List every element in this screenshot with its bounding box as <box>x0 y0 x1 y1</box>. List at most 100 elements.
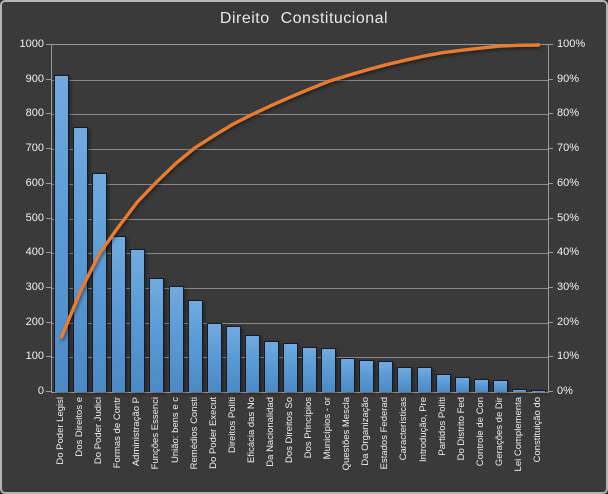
bar[interactable] <box>92 173 108 392</box>
category-label: Administração P <box>131 397 143 467</box>
category-label: Controle de Con <box>474 397 486 467</box>
gridline <box>52 114 548 116</box>
left-axis-tick <box>46 217 51 219</box>
right-axis-tick <box>548 182 553 184</box>
category-label: Introdução, Pre <box>417 397 429 462</box>
left-axis-tick-label: 1000 <box>19 38 44 50</box>
category-label: Da Organização <box>360 397 372 466</box>
bar[interactable] <box>454 377 470 392</box>
bar[interactable] <box>416 367 432 392</box>
bar[interactable] <box>378 360 394 392</box>
category-label: Estados Federad <box>379 397 391 470</box>
left-axis-tick <box>46 78 51 80</box>
right-axis-tick-label: 20% <box>557 315 580 328</box>
plot-area <box>51 43 549 393</box>
bar[interactable] <box>149 277 165 392</box>
bar[interactable] <box>340 358 356 392</box>
right-axis-tick <box>548 356 553 358</box>
category-label: Formas de Contr <box>112 397 124 469</box>
bar[interactable] <box>111 235 127 392</box>
gridline <box>52 79 548 81</box>
category-label: Eficácia das No <box>245 397 257 464</box>
category-label: Do Poder Execut <box>207 397 219 469</box>
left-axis-tick <box>46 252 51 254</box>
left-axis-tick-label: 500 <box>25 211 44 224</box>
right-axis-tick <box>548 44 553 45</box>
gridline <box>52 322 548 324</box>
left-axis-tick <box>46 286 51 288</box>
right-axis-tick-label: 30% <box>557 280 580 293</box>
category-label: Questões Mescla <box>341 397 353 471</box>
left-axis-tick-label: 0 <box>37 385 44 397</box>
bar[interactable] <box>244 335 260 392</box>
left-axis-tick-label: 700 <box>25 142 44 155</box>
right-axis-tick-label: 100% <box>557 38 586 50</box>
category-label: União: bens e c <box>169 397 181 464</box>
bar[interactable] <box>225 326 241 392</box>
gridline <box>52 183 548 185</box>
bar[interactable] <box>359 359 375 392</box>
category-label: Funções Essenci <box>150 397 162 470</box>
category-label: Dos Direitos So <box>283 397 295 463</box>
right-axis-tick <box>548 78 553 80</box>
category-label: Remédios Consti <box>188 397 200 470</box>
category-label: Municípios - or <box>322 397 334 460</box>
bar[interactable] <box>321 347 337 392</box>
bar[interactable] <box>492 379 508 392</box>
right-axis-tick-label: 60% <box>557 176 580 189</box>
left-axis-tick <box>46 356 51 358</box>
left-axis-tick-label: 300 <box>25 280 44 293</box>
bar[interactable] <box>282 342 298 392</box>
category-label: Gerações de Dir <box>493 397 505 467</box>
category-label: Direitos Políti <box>226 397 238 453</box>
right-axis-tick-label: 70% <box>557 142 580 155</box>
bar[interactable] <box>263 341 279 392</box>
right-axis-tick <box>548 148 553 150</box>
left-axis-tick-label: 600 <box>25 176 44 189</box>
right-axis-tick <box>548 252 553 254</box>
bar[interactable] <box>435 373 451 392</box>
chart-title: Direito Constitucional <box>219 10 389 27</box>
right-axis-tick <box>548 286 553 288</box>
right-axis-tick-label: 90% <box>557 72 580 85</box>
bar[interactable] <box>130 248 146 392</box>
right-axis-tick-label: 10% <box>557 350 580 363</box>
bar[interactable] <box>530 389 546 392</box>
cumulative-line-series[interactable] <box>46 39 554 398</box>
bar[interactable] <box>168 285 184 392</box>
bar[interactable] <box>54 74 70 392</box>
left-axis-tick <box>46 182 51 184</box>
bar[interactable] <box>206 322 222 392</box>
right-axis-tick <box>548 321 553 323</box>
left-axis-tick-label: 200 <box>25 315 44 328</box>
left-axis-tick-label: 100 <box>25 350 44 363</box>
left-axis-tick-label: 900 <box>25 72 44 85</box>
category-label: Constituição do <box>531 397 543 463</box>
category-label: Dos Princípios <box>303 397 315 459</box>
bar[interactable] <box>511 389 527 392</box>
bar[interactable] <box>302 346 318 392</box>
bar[interactable] <box>73 126 89 392</box>
cumulative-line[interactable] <box>59 43 541 339</box>
bar[interactable] <box>187 300 203 392</box>
left-axis-tick-label: 800 <box>25 107 44 120</box>
gridline <box>52 253 548 255</box>
left-axis-tick <box>46 113 51 115</box>
category-label: Características <box>398 397 410 461</box>
bar[interactable] <box>473 379 489 392</box>
category-label: Do Distrito Fed <box>455 397 467 461</box>
gridline <box>52 357 548 359</box>
right-axis-tick-label: 40% <box>557 246 580 259</box>
gridline <box>52 287 548 289</box>
left-axis-tick <box>46 321 51 323</box>
gridline <box>52 218 548 220</box>
right-axis-tick <box>548 391 553 392</box>
right-axis-tick <box>548 217 553 219</box>
category-label: Da Nacionalidad <box>264 397 276 467</box>
left-axis-tick <box>46 148 51 150</box>
left-axis-tick-label: 400 <box>25 246 44 259</box>
category-label: Partidos Políti <box>436 397 448 456</box>
bar[interactable] <box>397 366 413 392</box>
right-axis-tick-label: 50% <box>557 211 580 224</box>
category-label: Dos Direitos e <box>74 397 86 457</box>
